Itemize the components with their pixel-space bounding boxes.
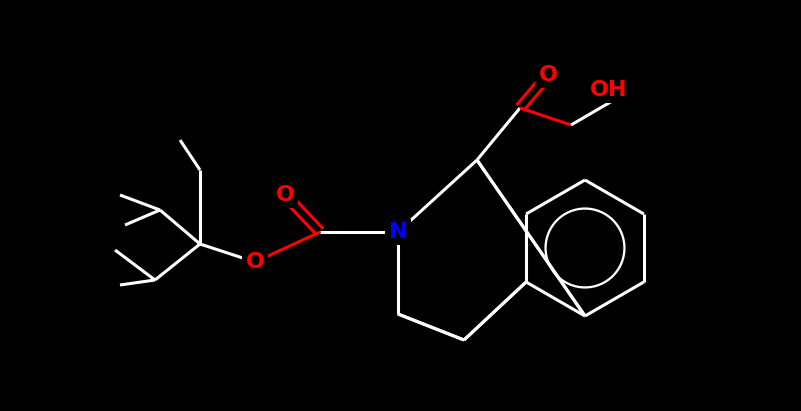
Text: O: O: [245, 252, 264, 272]
Text: OH: OH: [590, 80, 628, 100]
Text: O: O: [276, 185, 295, 205]
Text: N: N: [388, 222, 407, 242]
Text: O: O: [538, 65, 557, 85]
